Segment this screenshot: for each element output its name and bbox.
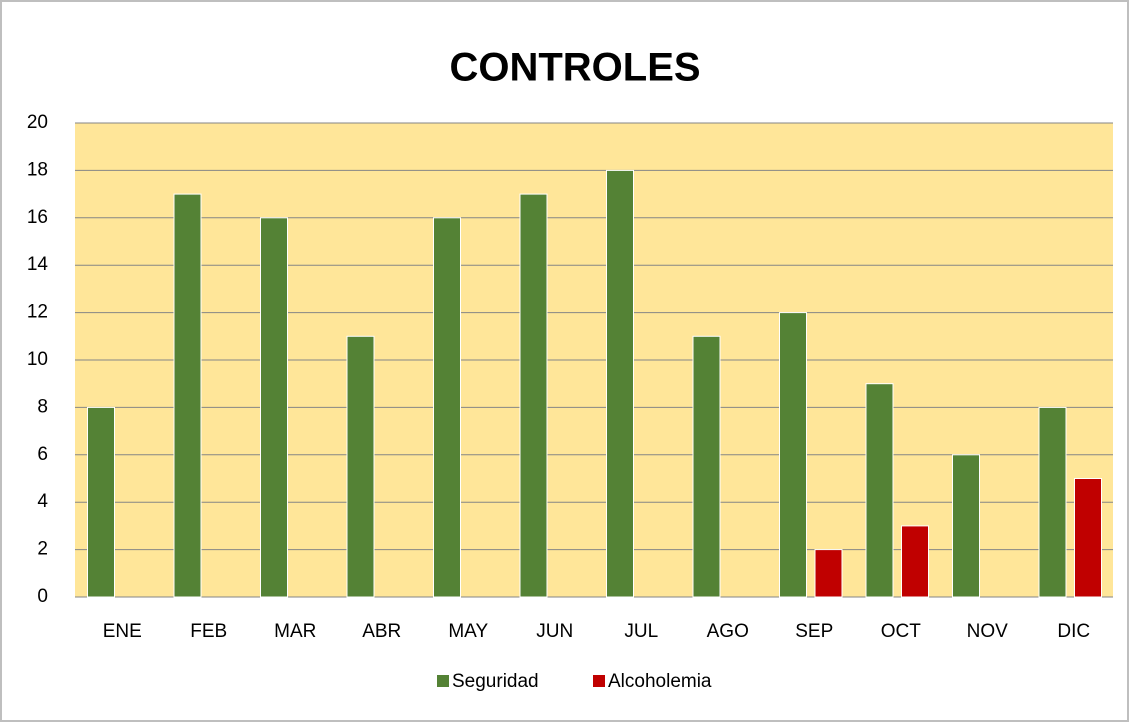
x-tick-label: FEB (190, 621, 227, 642)
x-tick-label: DIC (1057, 621, 1090, 642)
x-tick-label: SEP (795, 621, 833, 642)
x-tick-label: ENE (103, 621, 142, 642)
y-tick-label: 20 (27, 112, 48, 133)
bar (260, 217, 288, 598)
bar (1038, 406, 1067, 598)
y-tick-label: 10 (27, 349, 48, 370)
y-tick-label: 6 (37, 444, 48, 465)
bar (952, 454, 980, 598)
x-tick-label: JUN (536, 621, 573, 642)
chart-title: CONTROLES (449, 46, 700, 90)
y-tick-label: 2 (37, 539, 48, 560)
y-tick-label: 18 (27, 159, 48, 180)
x-tick-label: NOV (967, 621, 1009, 642)
bar (519, 193, 548, 598)
y-tick-label: 14 (27, 254, 49, 275)
bar (814, 549, 843, 598)
bar (606, 169, 634, 598)
legend-swatch (437, 675, 449, 687)
x-tick-label: ABR (362, 621, 401, 642)
bar (1074, 478, 1102, 598)
x-tick-label: AGO (707, 621, 749, 642)
bar (87, 406, 115, 598)
bar (865, 383, 894, 598)
x-tick-label: JUL (624, 621, 658, 642)
legend-label: Alcoholemia (608, 671, 712, 692)
legend-swatch (593, 675, 605, 687)
bar (173, 193, 202, 598)
y-tick-label: 8 (37, 396, 48, 417)
y-tick-label: 0 (37, 586, 48, 607)
y-tick-label: 4 (37, 491, 48, 512)
y-tick-label: 12 (27, 302, 48, 323)
x-tick-label: MAY (448, 621, 488, 642)
bar (346, 335, 375, 598)
legend-label: Seguridad (452, 671, 539, 692)
bar (433, 217, 461, 598)
bar (901, 525, 929, 598)
x-tick-label: MAR (274, 621, 316, 642)
bar (779, 312, 807, 598)
x-tick-label: OCT (881, 621, 922, 642)
y-tick-label: 16 (27, 207, 48, 228)
bar (692, 335, 721, 598)
